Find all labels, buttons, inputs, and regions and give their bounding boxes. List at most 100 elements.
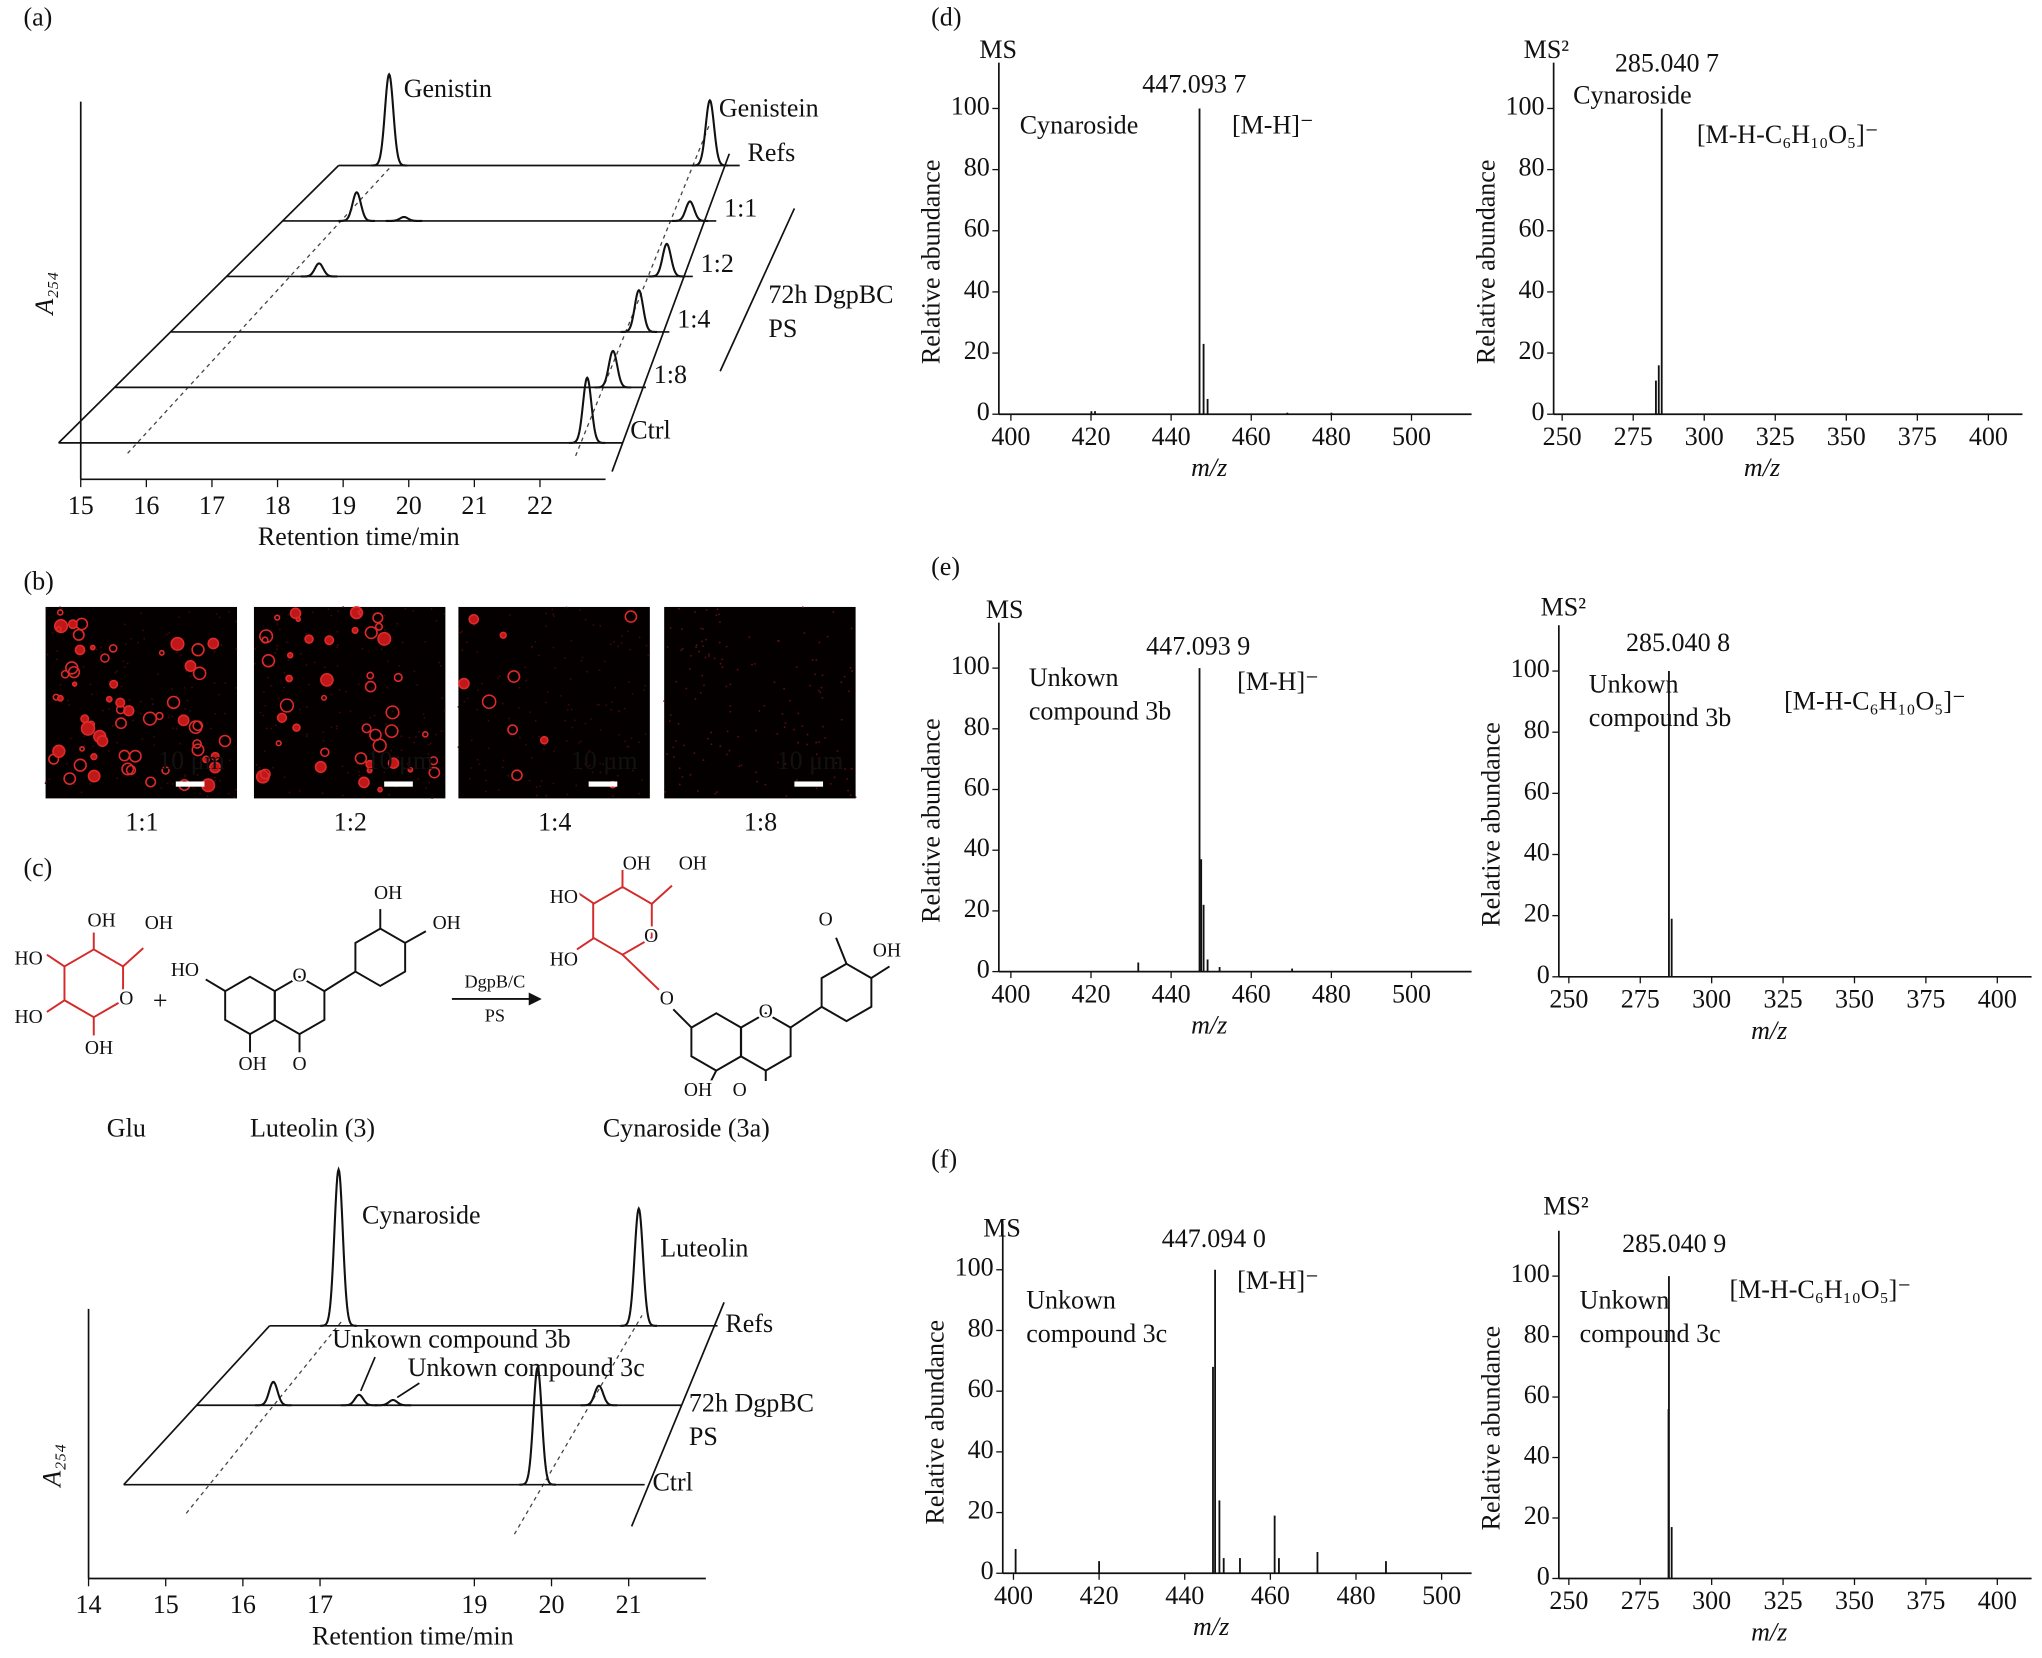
peak [519, 1364, 556, 1486]
noise [751, 663, 753, 666]
particle [191, 643, 205, 657]
noise [46, 653, 49, 656]
annotation: Unkown compound 3b [1589, 669, 1731, 732]
spectrum-label: MS² [1524, 35, 1570, 64]
spectrum-label: MS [979, 35, 1017, 64]
noise [710, 743, 713, 746]
noise [485, 790, 487, 793]
noise [215, 613, 218, 615]
noise [441, 697, 444, 700]
noise [638, 792, 640, 795]
noise [590, 718, 592, 720]
atom-label: OH [433, 913, 461, 934]
noise [89, 782, 92, 785]
bond [621, 953, 660, 991]
noise [313, 661, 316, 664]
noise [336, 630, 339, 633]
noise [330, 726, 333, 729]
noise [764, 783, 767, 786]
x-tick-label: 15 [68, 491, 94, 520]
noise [206, 795, 209, 798]
x-tick-label: 275 [1621, 1586, 1660, 1615]
x-axis-label: Retention time/min [312, 1621, 514, 1650]
y-tick-label: 80 [964, 712, 990, 741]
noise [678, 783, 681, 786]
noise [681, 776, 684, 778]
noise [60, 607, 63, 610]
noise [835, 762, 838, 764]
x-tick-label: 16 [133, 491, 159, 520]
peak-label: 447.093 7 [1142, 69, 1246, 98]
ring [820, 962, 873, 1023]
noise [77, 620, 80, 623]
noise [370, 686, 373, 689]
noise [108, 707, 111, 710]
noise [518, 686, 521, 689]
peak [594, 349, 632, 389]
legend-label: 1:2 [701, 249, 734, 278]
noise [617, 645, 619, 648]
particle [87, 769, 101, 783]
noise [422, 713, 425, 715]
y-tick-label: 60 [1518, 214, 1544, 243]
noise [631, 693, 634, 695]
noise [219, 779, 222, 782]
noise [427, 753, 430, 755]
x-tick-label: 21 [461, 491, 487, 520]
particle [115, 717, 127, 730]
noise [473, 624, 476, 627]
particle [105, 695, 113, 703]
noise [599, 729, 602, 731]
noise [826, 635, 829, 638]
noise [758, 709, 761, 712]
noise [139, 712, 142, 715]
noise [840, 681, 843, 684]
x-tick-label: 400 [991, 979, 1030, 1008]
noise [51, 632, 54, 634]
particle [67, 665, 81, 679]
ion-label: [M-H-C₆H₁₀O₅]⁻ [1729, 1275, 1911, 1304]
y-tick-label: 60 [964, 214, 990, 243]
peak [568, 376, 606, 444]
noise [166, 782, 169, 785]
atom-label: HO [171, 960, 199, 981]
ion-label: [M-H]⁻ [1237, 667, 1319, 696]
y-tick-label: 40 [1524, 837, 1550, 866]
noise [713, 657, 716, 660]
noise [263, 750, 266, 753]
micrograph-image [45, 606, 238, 799]
y-axis-label: Relative abundance [917, 718, 946, 923]
noise [178, 616, 181, 619]
noise [73, 783, 76, 786]
noise [463, 700, 466, 703]
noise [817, 689, 820, 692]
bond [46, 999, 66, 1013]
noise [591, 771, 594, 774]
noise [544, 701, 547, 704]
noise [55, 658, 58, 661]
noise [567, 703, 570, 706]
noise [696, 790, 699, 792]
noise [509, 613, 512, 616]
noise [373, 714, 376, 717]
noise [338, 688, 341, 691]
x-tick-label: 325 [1764, 985, 1803, 1014]
noise [114, 671, 117, 674]
noise [609, 643, 612, 646]
noise [176, 651, 179, 654]
noise [45, 607, 48, 610]
x-tick-label: 250 [1549, 985, 1588, 1014]
noise [552, 782, 555, 785]
noise [699, 691, 702, 694]
noise [336, 646, 339, 649]
atom-label: OH [679, 853, 707, 874]
x-tick-label: 400 [1978, 985, 2017, 1014]
noise [703, 684, 705, 687]
bond [835, 937, 848, 965]
bond [789, 1005, 823, 1029]
noise [666, 645, 669, 648]
noise [748, 636, 751, 639]
x-tick-label: 20 [396, 491, 422, 520]
noise [390, 749, 392, 752]
particle [349, 606, 364, 620]
